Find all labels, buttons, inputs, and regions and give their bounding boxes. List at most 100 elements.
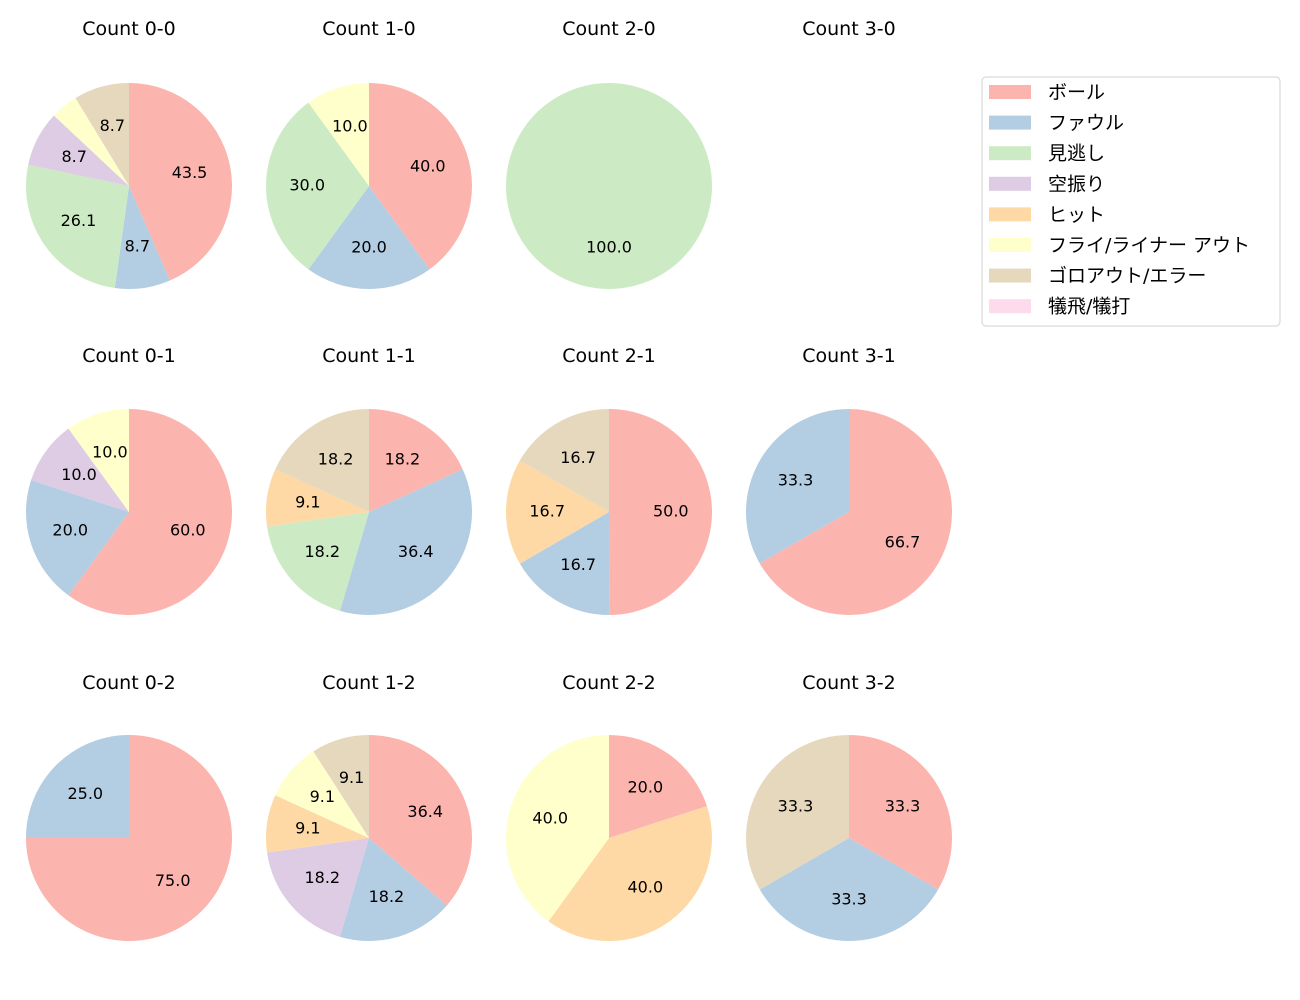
slice-label: 9.1 [295,493,320,512]
pie-title: Count 1-1 [322,345,416,367]
slice-label: 33.3 [831,889,867,908]
legend-swatch [989,299,1031,314]
pie-slice [275,751,369,838]
pie-slice [759,409,952,615]
pie-slice [313,735,369,838]
slice-label: 75.0 [155,871,191,890]
slice-label: 40.0 [628,877,664,896]
pie-slice [505,735,609,922]
slice-label: 43.5 [172,163,208,182]
pie-slice [609,409,713,615]
pie-title: Count 3-1 [802,345,896,367]
slice-label: 8.7 [61,147,86,166]
pie-slice [506,460,609,564]
pie-title: Count 3-2 [802,672,896,694]
slice-label: 20.0 [351,237,387,256]
pie-slice [745,735,849,890]
legend-label: 犠飛/犠打 [1048,296,1130,318]
pie-slice [369,83,473,270]
legend-swatch [989,146,1031,161]
slice-label: 18.2 [385,450,421,469]
legend-label: フライ/ライナー アウト [1048,235,1250,257]
pie-slice [339,469,473,615]
pie-slice [369,409,463,512]
legend-swatch [989,115,1031,130]
pie-title: Count 0-1 [82,345,176,367]
slice-label: 10.0 [332,117,368,136]
slice-label: 18.2 [318,450,354,469]
pie-slice [265,469,369,527]
pie-slice [519,409,609,512]
pie-slice [275,409,369,512]
slice-label: 9.1 [310,787,335,806]
slice-label: 40.0 [532,808,568,827]
pie-slice [68,409,129,512]
slice-label: 36.4 [398,542,434,561]
slice-label: 50.0 [653,501,689,520]
legend-label: 空振り [1048,173,1105,195]
legend-label: ゴロアウト/エラー [1048,265,1206,287]
legend-label: ボール [1048,82,1105,104]
slice-label: 16.7 [560,448,596,467]
pie-slice [369,735,473,906]
pie-slice [26,735,129,838]
pie-slice [519,512,610,615]
slice-label: 60.0 [170,521,206,540]
slice-label: 16.7 [529,502,565,521]
pie-slice [267,838,369,937]
slice-label: 33.3 [885,797,921,816]
pie-slice [28,115,129,186]
pie-slice [759,838,939,941]
slice-label: 33.3 [778,797,814,816]
slice-label: 20.0 [52,521,88,540]
legend-box [981,76,1281,327]
slice-label: 9.1 [295,819,320,838]
legend-swatch [989,207,1031,222]
slice-label: 8.7 [125,237,150,256]
pie-slice [114,186,170,289]
pie-slice [26,480,129,596]
pie-slice [308,186,430,289]
slice-label: 10.0 [61,465,97,484]
pie-slice [75,83,129,186]
pie-slice [53,98,130,186]
pie-title: Count 3-0 [802,18,896,40]
pie-title: Count 1-0 [322,18,416,40]
slice-label: 10.0 [92,443,128,462]
legend-label: ファウル [1048,112,1124,134]
slice-label: 18.2 [304,542,340,561]
pie-title: Count 1-2 [322,672,416,694]
pie-slice [26,164,130,289]
pie-slice [266,102,369,270]
legend-swatch [989,238,1031,252]
pie-title: Count 2-1 [562,345,656,367]
pie-title: Count 2-2 [562,672,656,694]
legend-swatch [989,176,1031,191]
slice-label: 8.7 [100,116,125,135]
pie-slice [609,735,707,838]
slice-label: 30.0 [289,176,325,195]
slice-label: 40.0 [410,156,446,175]
slice-label: 25.0 [67,784,103,803]
pie-slice [506,83,712,289]
legend-swatch [989,268,1031,283]
legend-label: ヒット [1048,204,1105,226]
pie-slice [849,735,952,890]
legend-label: 見逃し [1048,143,1105,165]
legend-swatch [989,85,1031,99]
pie-slice [745,409,849,564]
slice-label: 9.1 [339,768,364,787]
slice-label: 100.0 [586,237,632,256]
slice-label: 16.7 [560,555,596,574]
slice-label: 36.4 [407,802,443,821]
slice-label: 66.7 [885,532,921,551]
slice-label: 20.0 [628,778,664,797]
pie-slice [267,512,369,611]
pie-slice [266,795,369,853]
pie-title: Count 0-0 [82,18,176,40]
pie-slice [129,83,233,281]
pie-title: Count 0-2 [82,672,176,694]
pie-title: Count 2-0 [562,18,656,40]
pie-slice [339,838,447,941]
